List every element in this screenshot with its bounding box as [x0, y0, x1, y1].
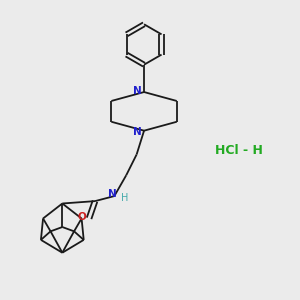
Text: H: H [121, 193, 129, 202]
Text: N: N [109, 189, 117, 199]
Text: HCl - H: HCl - H [215, 143, 263, 157]
Text: N: N [133, 86, 142, 96]
Text: O: O [77, 212, 86, 222]
Text: N: N [133, 127, 142, 136]
